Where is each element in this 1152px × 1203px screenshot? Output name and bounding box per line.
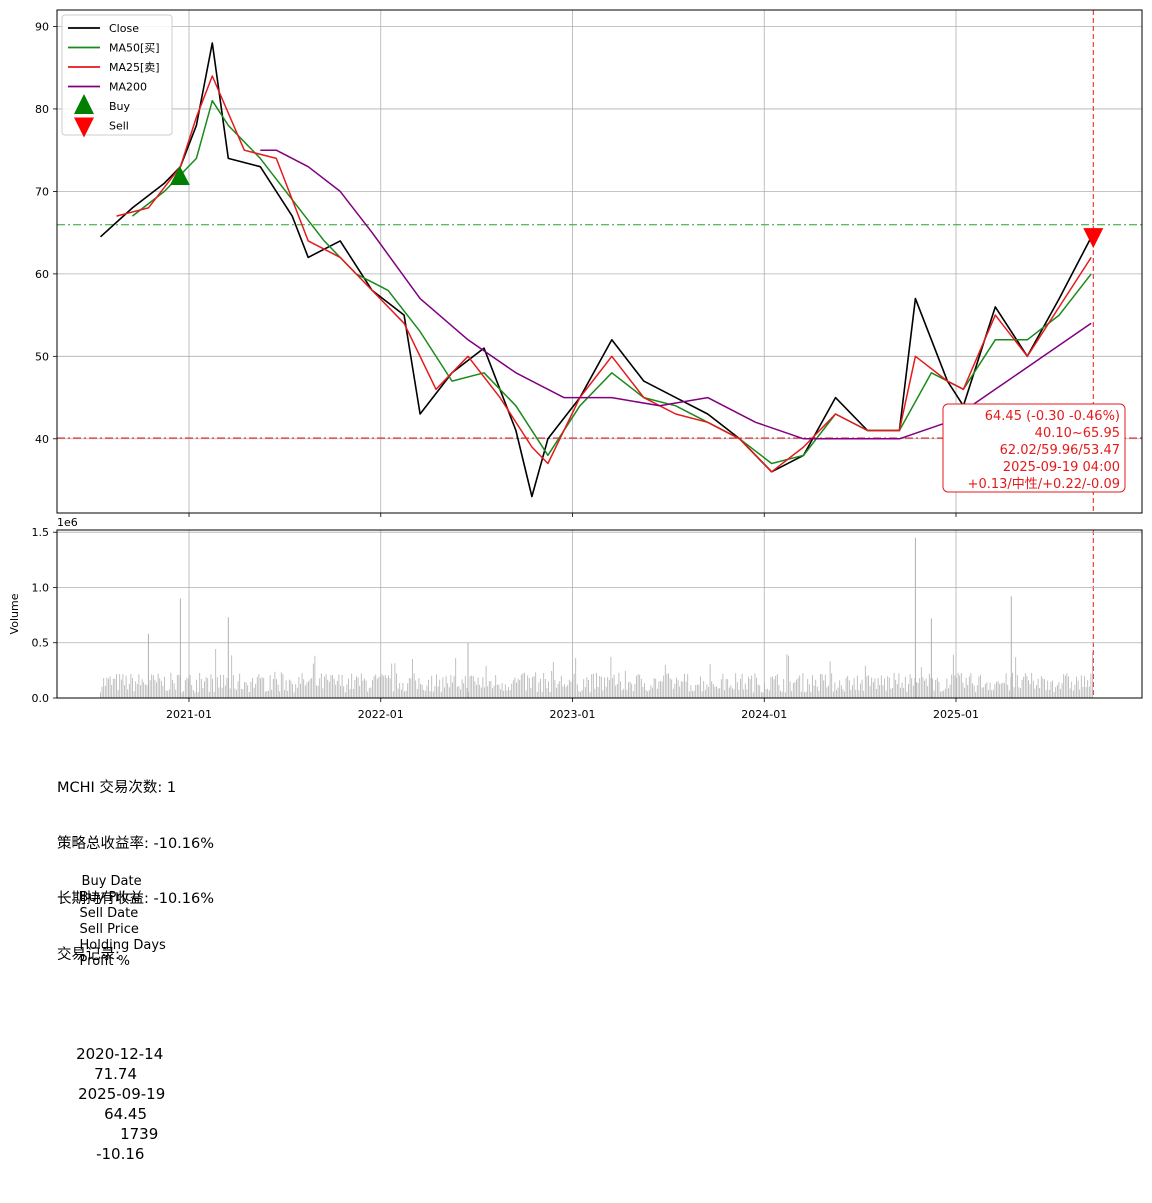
y-tick-label: 90 bbox=[35, 20, 49, 33]
volume-bars bbox=[100, 537, 1093, 698]
annotation-line: 40.10~65.95 bbox=[1035, 426, 1120, 441]
legend-label: MA200 bbox=[109, 81, 147, 94]
annotation-line: 64.45 (-0.30 -0.46%) bbox=[985, 409, 1120, 424]
sell-marker bbox=[1083, 228, 1104, 249]
col-buy-date: Buy Date bbox=[81, 874, 142, 889]
cell-buy-price: 71.74 bbox=[94, 1065, 138, 1083]
y-tick-label: 40 bbox=[35, 433, 49, 446]
annotation-line: 2025-09-19 04:00 bbox=[1003, 460, 1120, 475]
series-line-ma200 bbox=[260, 149, 1092, 440]
series-line-ma25 bbox=[116, 75, 1092, 473]
trade-table-header: Buy Date Buy Price Sell Date Sell Price … bbox=[57, 858, 166, 986]
annotation-line: +0.13/中性/+0.22/-0.09 bbox=[968, 477, 1120, 492]
trade-count-text: MCHI 交易次数: 1 bbox=[57, 780, 177, 796]
series-line-close bbox=[99, 42, 1092, 498]
volume-axis-label: Volume bbox=[8, 593, 21, 634]
chart-figure: 90 80 70 60 50 40 64.45 (-0.30 -0.46%) 40.10~65… bbox=[8, 9, 1143, 721]
col-sell-date: Sell Date bbox=[79, 906, 139, 921]
volume-axes-frame bbox=[56, 529, 1143, 699]
cell-buy-date: 2020-12-14 bbox=[76, 1045, 164, 1063]
x-tick-label: 2024-01 bbox=[741, 708, 787, 721]
legend-sell-icon bbox=[74, 117, 94, 138]
legend: Close MA50[买] MA25[卖] MA200 Buy Sell bbox=[61, 14, 173, 138]
y-tick-label: 70 bbox=[35, 185, 49, 198]
col-sell-price: Sell Price bbox=[79, 922, 139, 937]
volume-y-tick-label: 1.5 bbox=[32, 526, 50, 539]
legend-label: MA25[卖] bbox=[109, 61, 160, 74]
x-tick-label: 2023-01 bbox=[550, 708, 596, 721]
cell-profit: -10.16 bbox=[96, 1145, 145, 1163]
col-holding-days: Holding Days bbox=[79, 938, 166, 953]
volume-y-tick-label: 0.5 bbox=[32, 637, 50, 650]
col-profit: Profit % bbox=[79, 954, 130, 969]
legend-label: Sell bbox=[109, 120, 129, 133]
col-buy-price: Buy Price bbox=[79, 890, 141, 905]
y-tick-label: 60 bbox=[35, 268, 49, 281]
cell-sell-price: 64.45 bbox=[104, 1105, 148, 1123]
price-axes-frame bbox=[56, 9, 1143, 514]
annotation-line: 62.02/59.96/53.47 bbox=[1000, 443, 1120, 458]
volume-y-tick-label: 0.0 bbox=[32, 692, 50, 705]
cell-holding-days: 1739 bbox=[120, 1125, 159, 1143]
trade-records-table: Buy Date Buy Price Sell Date Sell Price … bbox=[57, 820, 166, 1203]
legend-buy-icon bbox=[74, 94, 94, 114]
y-tick-label: 50 bbox=[35, 350, 49, 363]
annotation-box bbox=[942, 403, 1126, 493]
cell-sell-date: 2025-09-19 bbox=[78, 1085, 166, 1103]
legend-label: MA50[买] bbox=[109, 42, 160, 55]
series-line-ma50 bbox=[131, 99, 1092, 465]
volume-panel: 2021-01 2022-01 2023-01 2024-01 2025-01 1.5 1.… bbox=[8, 516, 1143, 721]
buy-marker bbox=[169, 166, 190, 186]
trade-row: 2020-12-14 71.74 2025-09-19 64.45 1739 -… bbox=[57, 1024, 166, 1184]
strategy-return-text: 策略总收益率: -10.16% bbox=[57, 835, 215, 852]
legend-label: Close bbox=[109, 22, 139, 35]
x-tick-label: 2021-01 bbox=[166, 708, 212, 721]
x-tick-label: 2022-01 bbox=[358, 708, 404, 721]
price-panel: 90 80 70 60 50 40 64.45 (-0.30 -0.46%) 40.10~65… bbox=[35, 9, 1143, 517]
volume-scale-label: 1e6 bbox=[57, 516, 78, 529]
volume-y-tick-label: 1.0 bbox=[32, 581, 50, 594]
legend-label: Buy bbox=[109, 100, 131, 113]
y-tick-label: 80 bbox=[35, 103, 49, 116]
x-tick-label: 2025-01 bbox=[933, 708, 979, 721]
